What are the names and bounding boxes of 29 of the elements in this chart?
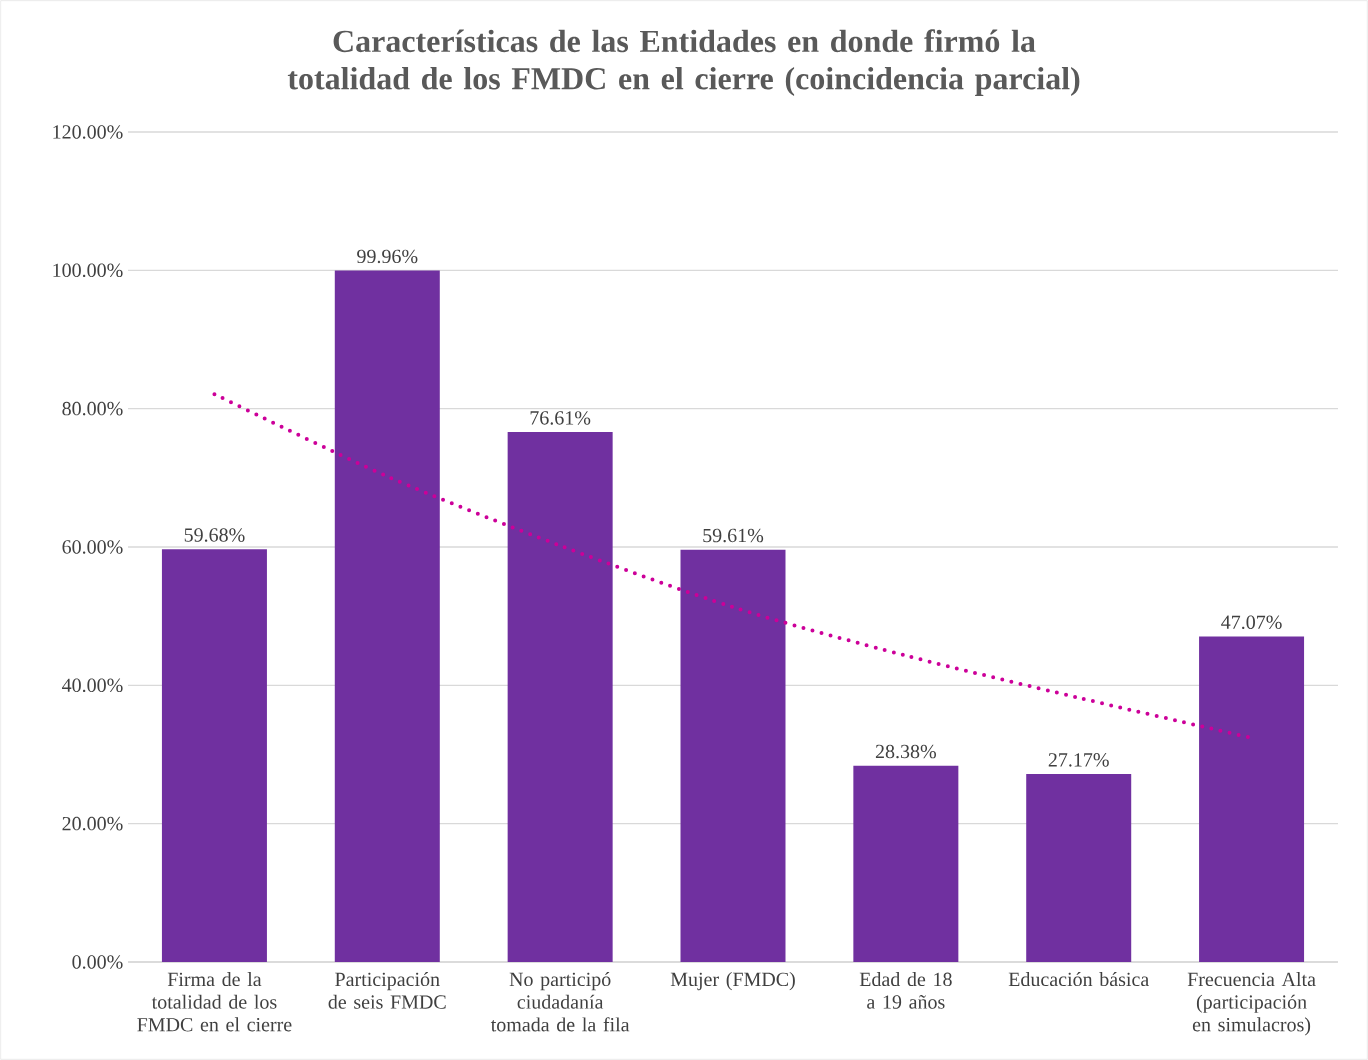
- data-label: 99.96%: [357, 249, 418, 264]
- y-tick-label: 80.00%: [62, 401, 123, 416]
- bar: [334, 270, 440, 962]
- data-label: 28.38%: [875, 744, 936, 759]
- y-tick-label: 100.00%: [53, 263, 123, 278]
- y-tick-label: 20.00%: [62, 816, 123, 831]
- x-tick-label: No participó ciudadanía tomada de la fila: [490, 972, 630, 1032]
- y-tick-label: 60.00%: [62, 540, 123, 554]
- y-tick-label: 120.00%: [53, 125, 123, 139]
- bar: [853, 765, 959, 962]
- data-label: 59.68%: [184, 528, 245, 542]
- data-label: 76.61%: [530, 411, 591, 425]
- x-tick-label: Frecuencia Alta (participación en simulacros): [1187, 972, 1316, 1036]
- y-tick-label: 40.00%: [62, 678, 123, 693]
- bar: [1026, 774, 1132, 962]
- bar: [161, 549, 267, 962]
- chart-title: Características de las Entidades en donde firmó la totalidad de los FMDC en el cierre (coincidencia parcial): [287, 29, 1080, 96]
- data-label: 47.07%: [1221, 615, 1282, 630]
- x-tick-label: Educación básica: [1008, 972, 1149, 987]
- x-tick-label: Edad de 18 a 19 años: [859, 972, 952, 1009]
- bar: [507, 432, 613, 962]
- y-tick-label: 0.00%: [72, 955, 123, 969]
- x-tick-label: Firma de la totalidad de los FMDC en el cierre: [137, 972, 292, 1032]
- bar: [1199, 636, 1305, 962]
- x-tick-label: Participación de seis FMDC: [328, 972, 446, 1009]
- data-label: 27.17%: [1048, 753, 1109, 767]
- data-label: 59.61%: [703, 528, 764, 543]
- x-tick-label: Mujer (FMDC): [670, 972, 795, 991]
- bar: [680, 549, 786, 962]
